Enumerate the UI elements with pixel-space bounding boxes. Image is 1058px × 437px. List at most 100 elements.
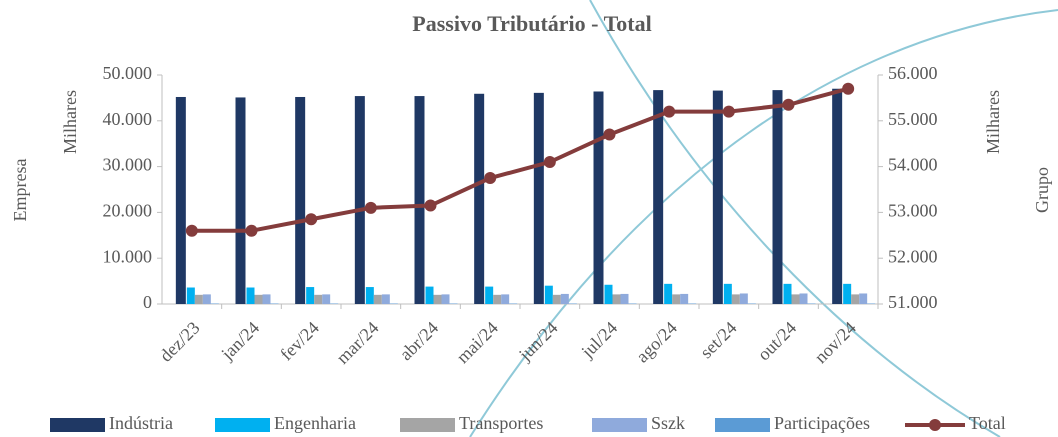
bar [433,294,442,304]
bar [235,97,246,304]
bar [381,294,390,304]
line-marker [364,201,377,214]
bar [772,90,783,304]
line-marker [782,98,795,111]
bar [560,293,569,304]
x-tick-label: jun/24 [514,318,561,365]
bar [731,294,740,304]
bar [723,283,732,304]
line-marker [722,105,735,118]
x-tick-label: fev/24 [276,318,323,365]
bar [791,294,800,304]
bar [365,287,374,304]
line-marker [603,128,616,141]
legend-swatch [215,418,270,432]
line-marker [842,82,855,95]
line-marker [185,224,198,237]
y-tick-label: 30.000 [103,155,153,175]
bar [712,90,723,305]
bar [593,91,604,304]
chart-title: Passivo Tributário - Total [412,11,651,36]
legend-swatch [400,418,455,432]
bar [425,286,434,304]
bar [254,294,263,304]
x-tick-label: dez/23 [156,318,204,366]
bar [186,287,195,304]
legend-swatch [592,418,647,432]
legend-label: Sszk [651,413,685,433]
bar [373,294,382,304]
y-tick-label: 20.000 [103,201,153,221]
bar [832,88,843,305]
line-marker [484,172,497,185]
bar [664,283,673,304]
bar [783,283,792,304]
x-tick-label: out/24 [754,318,801,365]
y-tick-label: 10.000 [103,246,153,266]
line-marker [424,199,437,212]
y-tick-label: 40.000 [103,109,153,129]
bar [306,287,315,304]
legend-label: Indústria [109,413,173,433]
y2-tick-label: 52.000 [888,246,938,266]
x-tick-label: set/24 [696,318,741,363]
line-marker [245,224,258,237]
bar [533,92,544,304]
bar [544,285,553,304]
y2-axis-title: Grupo [1032,167,1052,213]
bar [246,287,255,304]
bar [653,90,664,304]
y-axis-unit: Milhares [60,90,80,154]
legend-swatch [715,418,770,432]
line-marker [663,105,676,118]
bar [604,284,613,304]
y2-tick-label: 53.000 [888,201,938,221]
x-tick-label: jan/24 [217,318,264,365]
legend-label: Transportes [459,413,543,433]
bar [262,294,271,304]
legend-swatch [929,419,941,431]
bar [501,294,510,304]
y-axis-title: Empresa [10,159,30,222]
x-tick-label: mar/24 [332,318,382,368]
bar [620,293,629,304]
bar [441,294,450,304]
y2-tick-label: 54.000 [888,155,938,175]
bar [202,294,211,304]
line [191,86,849,233]
x-tick-label: jul/24 [577,318,622,363]
bar [672,294,681,304]
y2-axis-unit: Milhares [983,90,1003,154]
x-tick-label: ago/24 [632,318,681,367]
y-tick-label: 50.000 [103,63,153,83]
y-tick-label: 0 [143,292,152,312]
bar [552,294,561,304]
x-tick-label: nov/24 [810,318,860,368]
bar [612,294,621,304]
y2-tick-label: 56.000 [888,63,938,83]
decor-curve [589,0,1001,437]
bar [843,283,852,304]
bar [194,294,203,304]
bar [739,293,748,304]
bar [799,293,808,304]
line-marker [543,156,556,169]
y2-tick-label: 55.000 [888,109,938,129]
x-tick-label: mai/24 [452,318,501,367]
bar [314,294,323,304]
bar [474,93,485,304]
bar [175,96,186,304]
line-marker [305,213,318,226]
decor-curve [469,9,1058,437]
bar [485,286,494,304]
bar [859,293,868,304]
y2-tick-label: 51.000 [888,292,938,312]
bar [493,294,502,304]
legend-label: Total [969,413,1006,433]
bar [295,96,306,304]
bar [680,293,689,304]
bar [414,96,425,305]
bar [354,96,365,305]
legend-label: Engenharia [274,413,356,433]
